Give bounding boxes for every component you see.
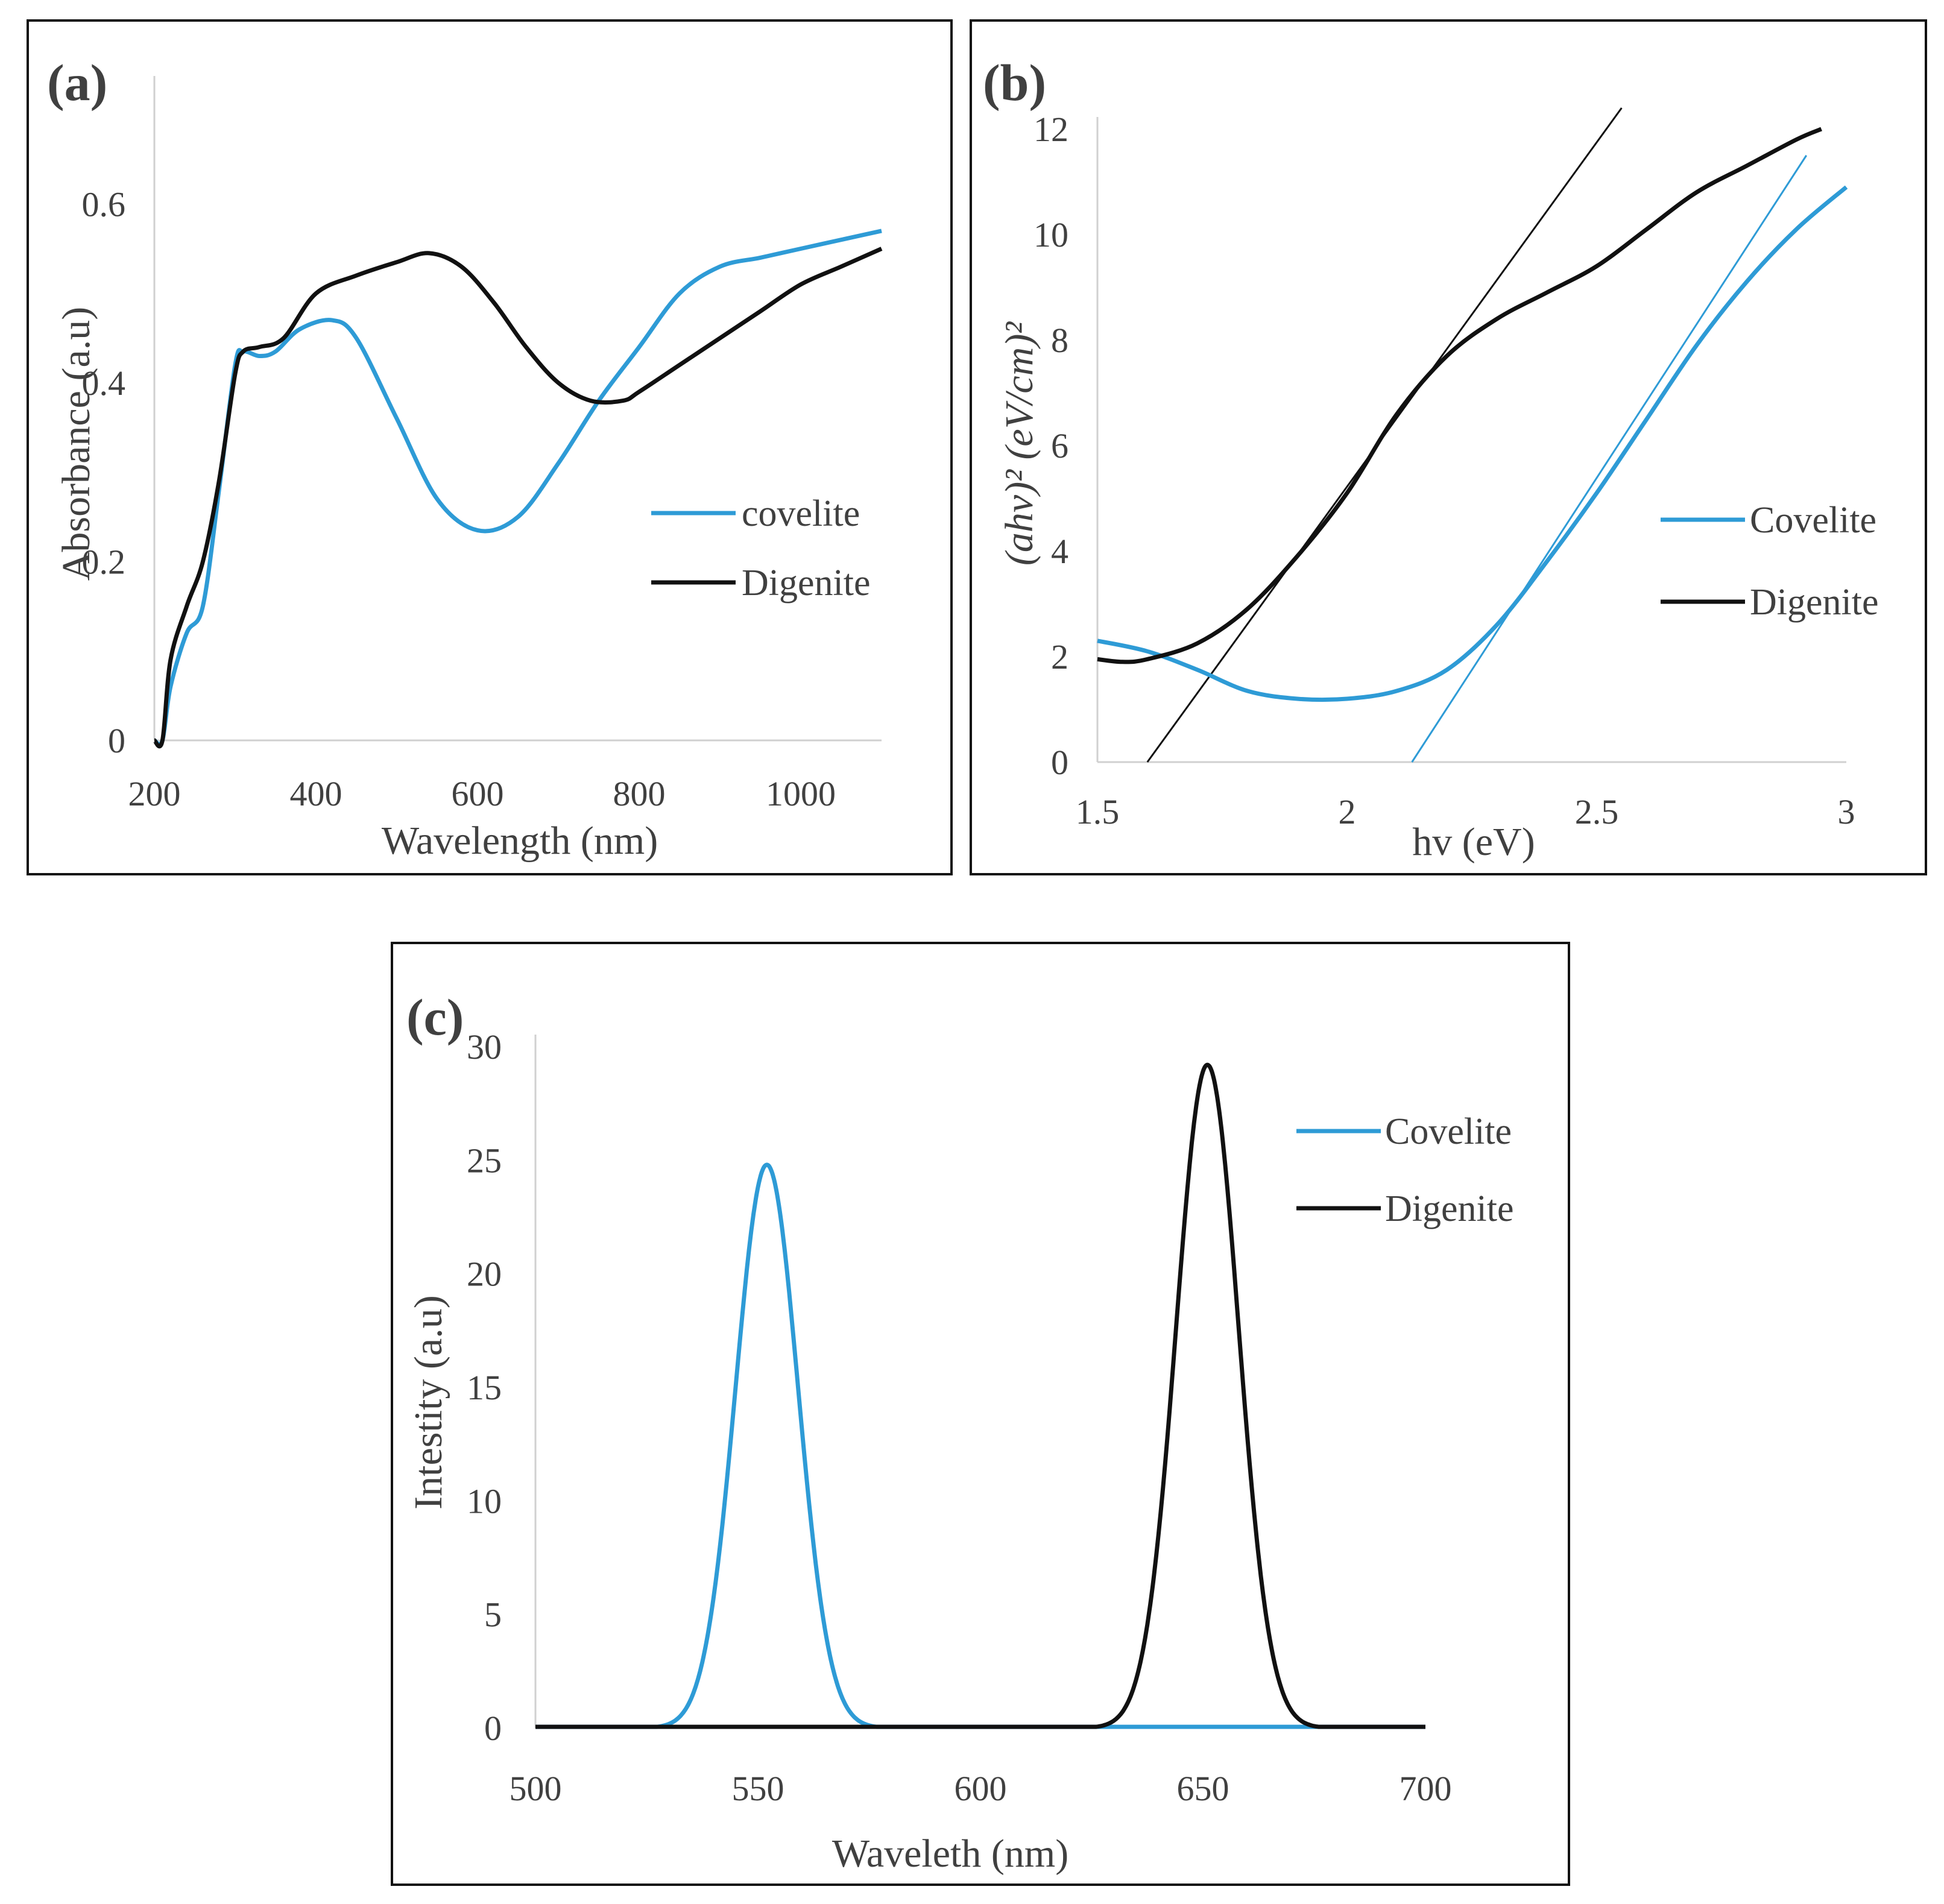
x-axis-title-a: Wavelength (nm) [382, 819, 658, 863]
y-tick-label: 4 [1051, 532, 1068, 571]
x-tick-label: 600 [452, 774, 504, 813]
x-tick-label: 400 [290, 774, 342, 813]
series-line-digenite [152, 247, 883, 749]
chart-c-svg: (c) 500 550 600 650 700 0 5 10 15 20 25 30 Waveleth… [406, 988, 1514, 1876]
x-tick-label: 200 [128, 774, 181, 813]
y-tick-label: 0 [1051, 743, 1068, 782]
series-line-digenite [535, 1062, 1425, 1729]
chart-a-svg: (a) 200 400 600 800 1000 0 0.2 0.4 0.6 Wavelengt… [47, 54, 883, 863]
y-tick-label: 0 [484, 1709, 502, 1748]
legend-label-digenite: Digenite [742, 563, 871, 604]
x-tick-label: 700 [1400, 1769, 1452, 1808]
x-tick-label: 550 [732, 1769, 784, 1808]
y-tick-label: 30 [467, 1027, 502, 1067]
y-tick-label: 0 [108, 721, 125, 760]
y-tick-label: 0.2 [82, 542, 126, 581]
y-tick-label: 2 [1051, 637, 1068, 676]
legend-label-covelite: covelite [742, 493, 860, 534]
legend-label-digenite-b: Digenite [1750, 582, 1879, 623]
legend-label-covelite-b: Covelite [1750, 500, 1876, 541]
y-tick-label: 10 [1034, 215, 1068, 254]
x-tick-label: 800 [613, 774, 666, 813]
y-tick-label: 0.6 [82, 184, 126, 224]
legend-a: covelite Digenite [651, 493, 871, 604]
series-line-covelite [535, 1162, 1425, 1729]
y-tick-label: 10 [467, 1481, 502, 1521]
x-tick-label: 500 [510, 1769, 562, 1808]
y-tick-label: 20 [467, 1255, 502, 1294]
legend-label-covelite-c: Covelite [1385, 1111, 1512, 1152]
panel-label-c: (c) [406, 988, 464, 1046]
y-axis-title-c: Intestity (a.u) [406, 1295, 450, 1510]
y-tick-label: 6 [1051, 426, 1068, 465]
x-tick-label: 3 [1838, 792, 1855, 831]
x-tick-label: 1000 [766, 774, 836, 813]
series-line-covelite [153, 229, 882, 746]
y-axis-title-a: Absorbance (a.u) [54, 307, 98, 581]
series-line-covelite [1097, 185, 1848, 702]
series-line-digenite [1097, 127, 1822, 664]
x-tick-label: 2 [1339, 792, 1356, 831]
chart-panel-c: (c) 500 550 600 650 700 0 5 10 15 20 25 30 Waveleth… [391, 942, 1570, 1886]
x-tick-label: 650 [1177, 1769, 1229, 1808]
x-axis-title-b: hv (eV) [1412, 820, 1535, 864]
legend-b: Covelite Digenite [1661, 500, 1879, 623]
legend-label-digenite-c: Digenite [1385, 1188, 1514, 1229]
x-tick-label: 1.5 [1076, 792, 1120, 831]
y-tick-label: 15 [467, 1368, 502, 1407]
panel-label-b: (b) [983, 54, 1046, 112]
y-tick-label: 5 [484, 1595, 502, 1634]
y-tick-label: 25 [467, 1141, 502, 1180]
x-tick-label: 600 [955, 1769, 1007, 1808]
y-tick-label: 0.4 [82, 364, 126, 403]
tangent-line [1411, 154, 1808, 763]
chart-panel-b: (b) 1.5 2 2.5 3 0 2 4 6 8 10 12 hv (eV) (ahv)² (eV… [970, 19, 1927, 875]
chart-panel-a: (a) 200 400 600 800 1000 0 0.2 0.4 0.6 Wavelengt… [27, 19, 953, 875]
y-tick-label: 12 [1034, 110, 1068, 149]
x-tick-label: 2.5 [1575, 792, 1619, 831]
panel-label-a: (a) [47, 54, 107, 112]
y-axis-title-b: (ahv)² (eV/cm)² [997, 321, 1041, 566]
legend-c: Covelite Digenite [1296, 1111, 1514, 1229]
y-tick-label: 8 [1051, 321, 1068, 360]
chart-b-svg: (b) 1.5 2 2.5 3 0 2 4 6 8 10 12 hv (eV) (ahv)² (eV… [983, 54, 1879, 864]
x-axis-title-c: Waveleth (nm) [832, 1832, 1068, 1876]
